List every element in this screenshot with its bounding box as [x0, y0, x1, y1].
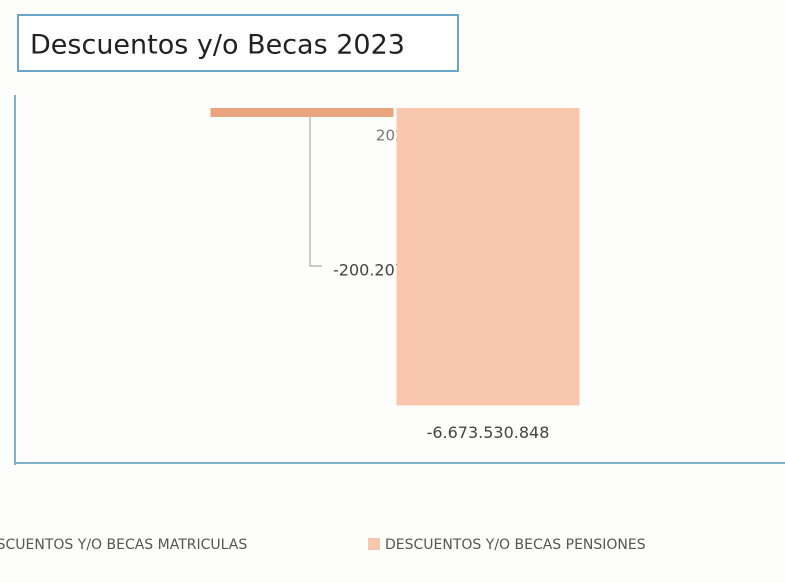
legend-swatch [368, 538, 380, 550]
data-label: -6.673.530.848 [427, 423, 550, 442]
leader-line [309, 116, 322, 267]
title-box [17, 14, 459, 72]
chart-title: Descuentos y/o Becas 2023 [30, 30, 405, 61]
legend-label: DESCUENTOS Y/O BECAS MATRICULAS [0, 537, 247, 553]
bar [396, 108, 580, 406]
legend-label: DESCUENTOS Y/O BECAS PENSIONES [385, 537, 646, 553]
bar [210, 108, 394, 117]
